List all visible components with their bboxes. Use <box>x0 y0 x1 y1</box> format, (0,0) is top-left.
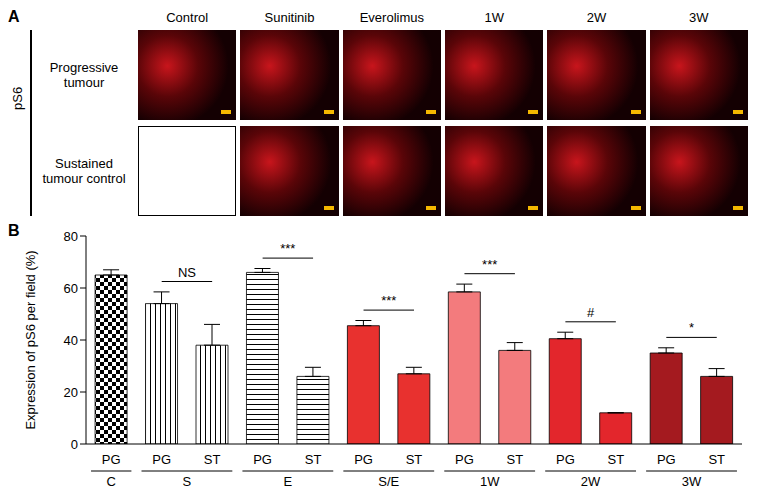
html-text:Sunitinib: Sunitinib <box>264 10 315 25</box>
svg-text:***: *** <box>482 257 497 272</box>
html-text:Progressive tumour: Progressive tumour <box>49 60 119 90</box>
svg-text:2W: 2W <box>581 474 601 489</box>
html-text:B: B <box>8 222 20 239</box>
html-text:pS6: pS6 <box>10 86 25 110</box>
html-text:Everolimus: Everolimus <box>359 10 424 25</box>
svg-text:1W: 1W <box>480 474 500 489</box>
html-text:Control: Control <box>166 10 209 25</box>
svg-text:PG: PG <box>253 452 272 467</box>
svg-text:***: *** <box>381 293 396 308</box>
svg-text:PG: PG <box>354 452 373 467</box>
svg-text:S/E: S/E <box>378 474 399 489</box>
html-text:A: A <box>8 8 20 25</box>
svg-text:E: E <box>284 474 293 489</box>
svg-text:60: 60 <box>64 281 78 296</box>
svg-text:Expression of pS6 per field (%: Expression of pS6 per field (%) <box>23 250 38 429</box>
svg-text:ST: ST <box>507 452 524 467</box>
svg-text:C: C <box>107 474 116 489</box>
svg-text:ST: ST <box>305 452 322 467</box>
svg-text:***: *** <box>280 241 295 256</box>
svg-text:PG: PG <box>152 452 171 467</box>
svg-text:#: # <box>587 305 595 320</box>
svg-text:PG: PG <box>102 452 121 467</box>
svg-text:ST: ST <box>406 452 423 467</box>
svg-text:NS: NS <box>178 265 196 280</box>
svg-text:3W: 3W <box>682 474 702 489</box>
svg-text:PG: PG <box>556 452 575 467</box>
svg-text:ST: ST <box>608 452 625 467</box>
svg-text:80: 80 <box>64 229 78 244</box>
svg-text:*: * <box>689 320 694 335</box>
svg-text:S: S <box>183 474 192 489</box>
html-text:2W: 2W <box>586 10 607 25</box>
html-text:3W: 3W <box>689 10 709 25</box>
html-text:1W: 1W <box>484 10 504 25</box>
svg-text:PG: PG <box>657 452 676 467</box>
svg-text:ST: ST <box>708 452 725 467</box>
html-text:Sustained tumour control: Sustained tumour control <box>42 156 126 186</box>
svg-text:20: 20 <box>64 385 78 400</box>
svg-text:40: 40 <box>64 333 78 348</box>
svg-text:PG: PG <box>455 452 474 467</box>
svg-text:0: 0 <box>71 437 78 452</box>
svg-text:ST: ST <box>204 452 221 467</box>
